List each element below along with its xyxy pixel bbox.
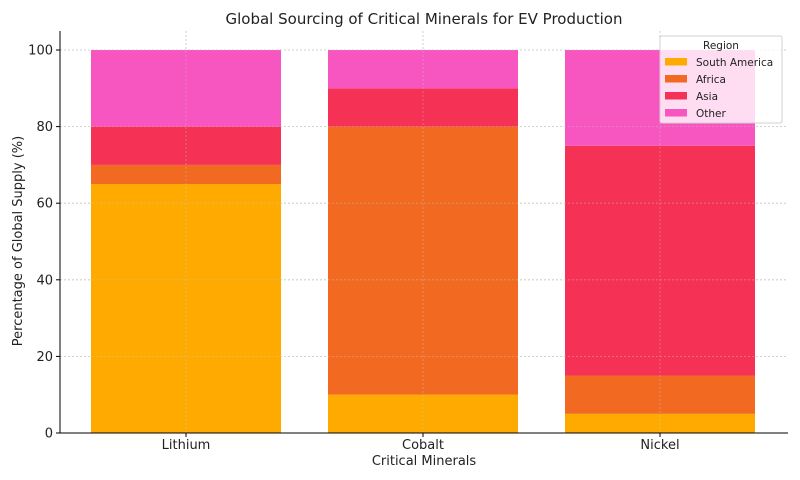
y-axis-label: Percentage of Global Supply (%) — [11, 136, 26, 346]
legend-swatch — [665, 75, 687, 83]
legend-frame — [659, 35, 783, 124]
x-tick-label: Lithium — [162, 438, 211, 453]
legend: Region South America Africa Asia Other — [659, 35, 783, 124]
legend-swatch — [665, 92, 687, 100]
chart-title: Global Sourcing of Critical Minerals for… — [226, 10, 623, 28]
legend-label: Africa — [696, 74, 726, 86]
y-tick-label: 100 — [28, 44, 53, 59]
x-tick-label: Cobalt — [402, 438, 444, 453]
axes: 0 20 40 60 80 100 Lithium Cobalt Nickel — [28, 31, 788, 453]
legend-swatch — [665, 109, 687, 117]
x-tick-label: Nickel — [640, 438, 679, 453]
legend-title: Region — [703, 40, 739, 52]
bar-segment-lithium-africa — [91, 164, 281, 185]
y-tick-label: 20 — [36, 350, 53, 365]
legend-swatch — [665, 58, 687, 66]
legend-label: Asia — [696, 91, 718, 103]
y-tick-label: 0 — [45, 427, 53, 442]
y-tick-label: 40 — [36, 273, 53, 288]
x-axis-label: Critical Minerals — [372, 454, 477, 469]
y-tick-label: 80 — [36, 120, 53, 135]
bar-segment-cobalt-south-america — [328, 394, 518, 433]
legend-label: Other — [696, 108, 726, 120]
y-tick-label: 60 — [36, 197, 53, 212]
legend-label: South America — [696, 57, 773, 69]
